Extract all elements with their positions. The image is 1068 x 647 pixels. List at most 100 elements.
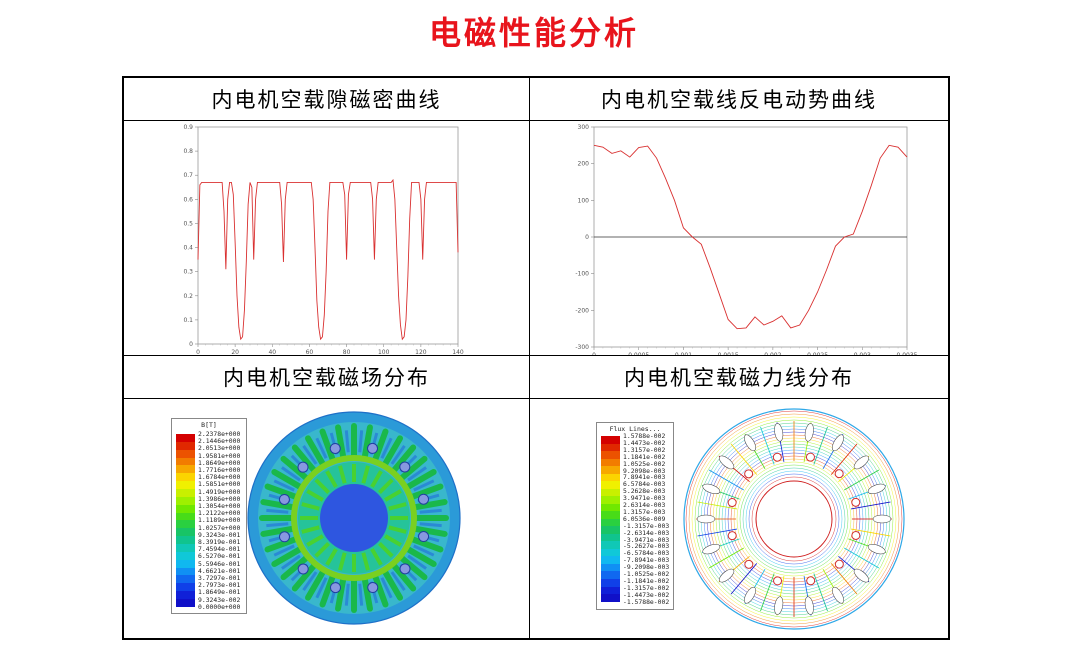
panel-title-backemf: 内电机空载线反电动势曲线: [529, 77, 949, 121]
x-tick-label: 140: [452, 349, 464, 355]
legend-swatch: [176, 520, 195, 529]
stator-slot: [867, 543, 886, 555]
airgap-chart-panel: 0 0.1 0.2 0.3 0.4 0.5 0.6 0.7 0.8 0.9 0 20 40 60 80 100…: [123, 120, 530, 356]
legend-swatch: [601, 571, 620, 580]
flux-lines-plot: [683, 408, 905, 630]
magnet-pole: [297, 563, 309, 575]
stator-slot: [407, 466, 427, 482]
stator-tooth: [390, 444, 417, 474]
stator-tooth: [319, 573, 336, 608]
legend-label: 1.2122e+000: [198, 509, 241, 518]
stator-tooth: [291, 444, 318, 474]
flux-ring: [736, 461, 852, 577]
stator-slot: [344, 430, 350, 453]
y-tick-label: 0.6: [183, 196, 193, 203]
y-tick-label: 0.4: [183, 245, 193, 252]
stator-tooth: [271, 546, 304, 567]
flux-line: [830, 563, 858, 595]
x-tick-label: 0: [592, 352, 596, 355]
legend-swatch: [176, 449, 195, 459]
stator-slot: [315, 577, 328, 599]
rotor-bar: [378, 542, 394, 558]
legend-label: 9.2098e-003: [623, 466, 666, 475]
legend-swatch: [601, 436, 620, 445]
magnet-pole: [367, 582, 379, 594]
stator-tooth: [390, 562, 417, 592]
magnet-pole: [418, 493, 430, 505]
rotor-bar: [325, 548, 338, 566]
y-tick-label: 300: [578, 124, 590, 131]
flux-line: [851, 528, 891, 537]
stator-slot: [832, 586, 844, 604]
legend-swatch: [601, 496, 620, 505]
x-tick-label: 100: [378, 349, 390, 355]
legend-swatch: [176, 434, 195, 443]
field-legend-title: B[T]: [201, 421, 217, 429]
legend-label: 9.3243e-002: [198, 595, 241, 604]
flux-line: [844, 547, 880, 569]
stator-tooth: [260, 499, 296, 511]
legend-swatch: [176, 598, 195, 608]
stator-tooth: [280, 554, 310, 581]
magnet-pole: [399, 461, 411, 473]
stator-slot: [413, 544, 435, 557]
flux-line: [708, 547, 744, 569]
stator-slot: [358, 430, 364, 453]
magnet-pole: [744, 559, 754, 569]
legend-label: 1.3157e-003: [623, 507, 666, 516]
legend-label: 1.5788e-002: [623, 432, 666, 440]
y-tick-label: -300: [575, 344, 589, 351]
stator-tooth: [372, 573, 389, 608]
rotor-bar: [338, 552, 347, 571]
legend-label: -1.1841e-002: [623, 576, 670, 585]
air-gap-ring: [291, 455, 417, 581]
legend-swatch: [176, 575, 195, 584]
legend-label: 9.3243e-001: [198, 530, 241, 539]
legend-swatch: [601, 488, 620, 497]
flux-ring: [748, 473, 840, 565]
legend-label: 1.6784e+000: [198, 473, 241, 482]
legend-swatch: [176, 496, 195, 506]
stator-tooth: [361, 424, 373, 460]
flux-line: [851, 501, 891, 510]
y-tick-label: 0.1: [183, 317, 193, 324]
airgap-flux-density-chart: 0 0.1 0.2 0.3 0.4 0.5 0.6 0.7 0.8 0.9 0 20 40 60 80 100…: [183, 124, 464, 355]
stator-tooth: [382, 568, 403, 601]
stator-slot: [281, 554, 301, 570]
legend-label: 2.7973e-001: [198, 581, 241, 590]
legend-swatch: [601, 586, 620, 595]
x-tick-label: 20: [231, 349, 239, 355]
x-tick-label: 120: [415, 349, 427, 355]
legend-label: 1.9581e+000: [198, 451, 241, 460]
rotor-core: [320, 484, 388, 552]
legend-label: 1.0525e-002: [623, 459, 666, 468]
legend-label: 1.8649e+000: [198, 458, 241, 467]
legend-swatch: [176, 583, 195, 592]
stator-tooth: [319, 428, 336, 463]
legend-label: 6.0536e-009: [623, 514, 666, 523]
stator-slot: [702, 543, 721, 555]
legend-swatch: [176, 481, 195, 490]
legend-swatch: [176, 504, 195, 514]
rotor-bar: [370, 548, 383, 566]
stator-tooth: [335, 576, 347, 612]
y-tick-label: -100: [575, 271, 589, 278]
stator-tooth: [412, 499, 448, 511]
field-distribution-plot: [247, 411, 461, 625]
legend-label: 4.6621e-001: [198, 566, 241, 575]
x-tick-label: 0.001: [675, 352, 692, 355]
stator-slot: [358, 583, 364, 606]
stator-slot: [266, 522, 289, 528]
legend-swatch: [176, 488, 195, 498]
magnet-pole: [727, 531, 737, 541]
legend-label: 5.5946e-001: [198, 559, 241, 568]
legend-label: -1.0525e-002: [623, 570, 670, 578]
flux-ring: [739, 464, 849, 574]
stator-tooth: [404, 546, 437, 567]
x-tick-label: 0: [196, 349, 200, 355]
legend-label: 2.0513e+000: [198, 444, 241, 453]
legend-swatch: [601, 563, 620, 573]
magnet-pole: [278, 531, 290, 543]
stator-tooth: [409, 536, 444, 553]
